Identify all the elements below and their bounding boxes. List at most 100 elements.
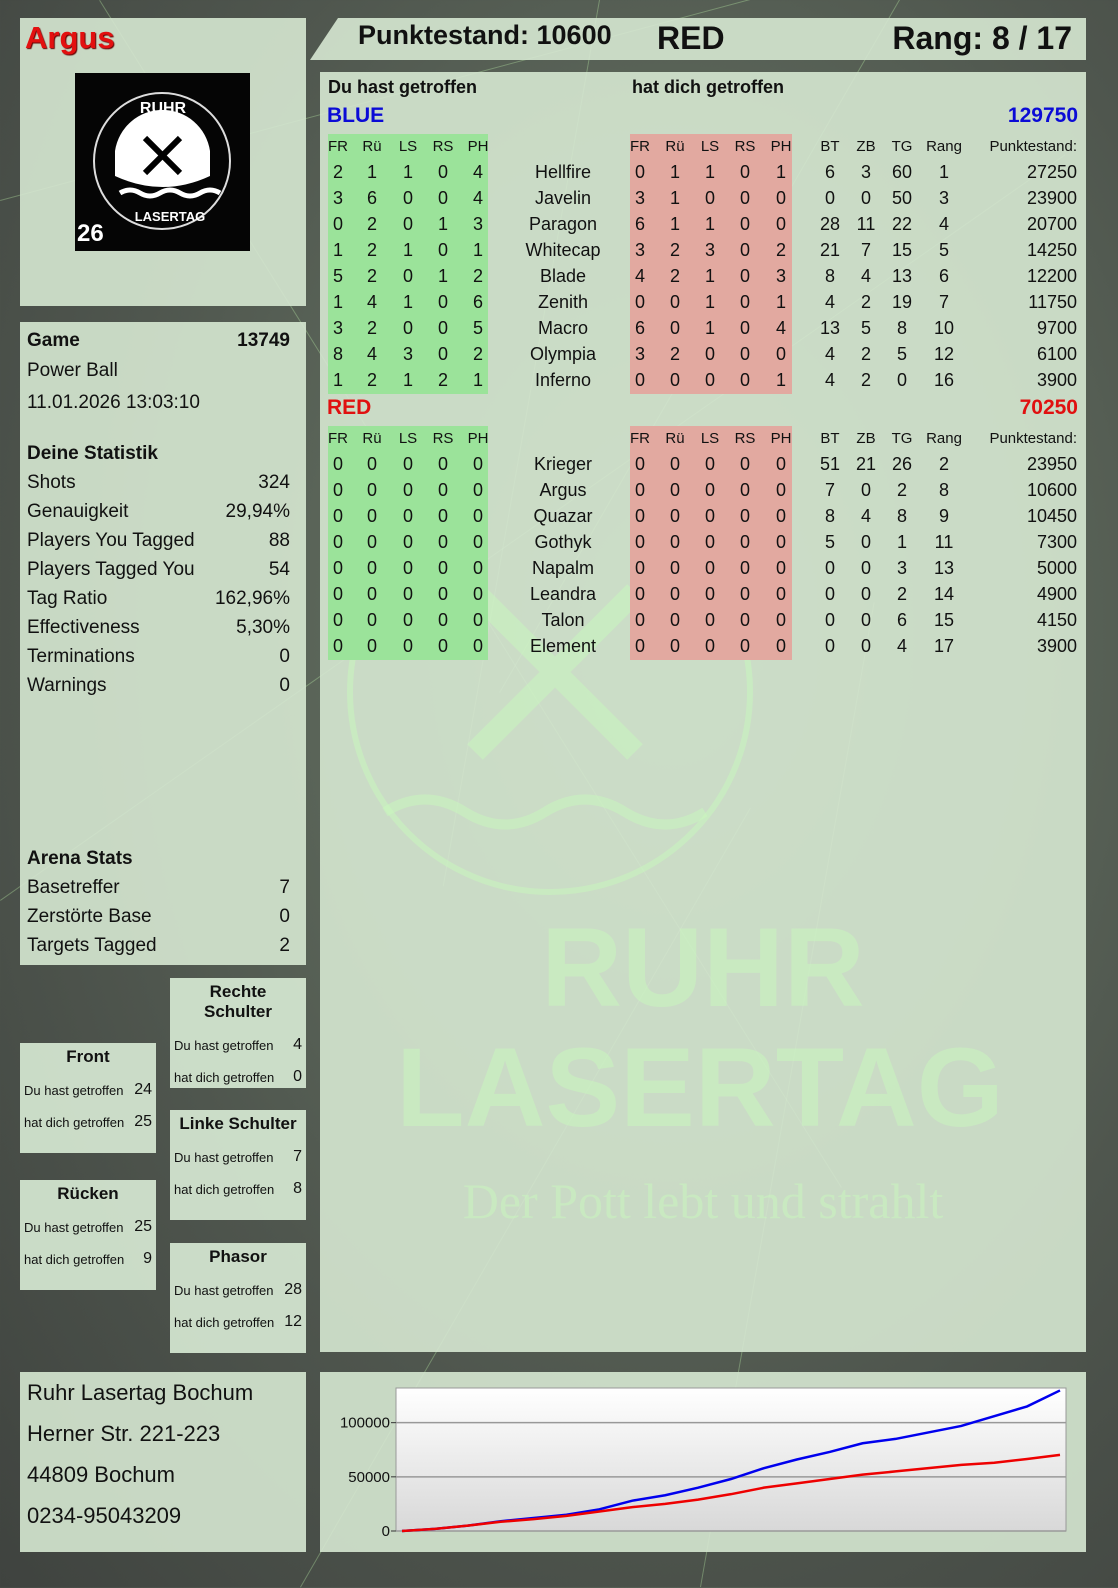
player-row: 0 0 0 0 0 Element 0 0 0 0 0 0 0 4 17 3900 <box>320 636 1086 660</box>
stat-cell: 0 <box>860 480 872 500</box>
stat-cell: 5 <box>938 240 950 260</box>
stat-cell: 0 <box>366 558 378 578</box>
column-header: ZB <box>856 430 876 447</box>
stat-cell: 0 <box>824 558 836 578</box>
stat-cell: 0 <box>775 480 787 500</box>
stat-cell: 26 <box>891 454 913 474</box>
player-row: 0 0 0 0 0 Quazar 0 0 0 0 0 8 4 8 9 10450 <box>320 506 1086 530</box>
stat-cell: 0 <box>437 506 449 526</box>
zone-hit-label: Du hast getroffen <box>174 1282 274 1298</box>
player-name: Napalm <box>531 558 595 578</box>
stat-cell: 0 <box>634 584 646 604</box>
column-header: ZB <box>856 138 876 155</box>
stat-cell: 0 <box>366 610 378 630</box>
stat-cell: 1 <box>896 532 908 552</box>
logo-bottom-text: LASERTAG <box>135 209 206 224</box>
stat-cell: 0 <box>402 506 414 526</box>
player-row: 0 0 0 0 0 Napalm 0 0 0 0 0 0 0 3 13 5000 <box>320 558 1086 582</box>
stat-cell: 13 <box>933 558 955 578</box>
column-header: BT <box>820 430 840 447</box>
stat-cell: 8 <box>938 480 950 500</box>
stat-cell: 0 <box>437 454 449 474</box>
hit-block <box>328 134 488 394</box>
stat-label: Terminations <box>27 645 135 667</box>
stat-cell: 0 <box>704 370 716 390</box>
stat-cell: 0 <box>669 532 681 552</box>
stat-cell: 0 <box>402 636 414 656</box>
player-row: 5 2 0 1 2 Blade 4 2 1 0 3 8 4 13 6 12200 <box>320 266 1086 290</box>
hit-zone-front: Front Du hast getroffen 24 hat dich getroff… <box>20 1043 156 1153</box>
stat-cell: 0 <box>704 188 716 208</box>
player-team: RED <box>657 20 725 56</box>
stat-row: Warnings 0 <box>27 671 290 700</box>
stat-label: Players Tagged You <box>27 558 195 580</box>
stat-cell: 3 <box>775 266 787 286</box>
stat-cell: 4150 <box>1036 610 1077 630</box>
zone-got-value: 9 <box>143 1250 152 1267</box>
stat-cell: 4 <box>860 506 872 526</box>
column-header: FR <box>328 430 348 447</box>
zone-got-label: hat dich getroffen <box>24 1251 125 1267</box>
stat-cell: 0 <box>332 480 344 500</box>
stat-cell: 0 <box>472 480 484 500</box>
stat-cell: 2 <box>366 214 378 234</box>
column-header: Rang <box>926 138 962 155</box>
zone-got-label: hat dich getroffen <box>174 1069 275 1085</box>
stat-cell: 21 <box>819 240 841 260</box>
arena-label: Targets Tagged <box>27 934 157 956</box>
stat-cell: 0 <box>775 506 787 526</box>
hit-zone-linke-schulter: Linke Schulter Du hast getroffen 7 hat dich… <box>170 1110 306 1220</box>
stat-cell: 0 <box>896 370 908 390</box>
hit-zone-phasor: Phasor Du hast getroffen 28 hat dich getrof… <box>170 1243 306 1353</box>
stat-cell: 28 <box>819 214 841 234</box>
stat-cell: 0 <box>775 584 787 604</box>
stat-cell: 14250 <box>1026 240 1077 260</box>
stat-cell: 0 <box>472 558 484 578</box>
stat-cell: 1 <box>402 162 414 182</box>
stat-value: 0 <box>279 645 290 667</box>
stat-cell: 0 <box>739 506 751 526</box>
stat-cell: 3 <box>332 188 344 208</box>
stat-cell: 9 <box>938 506 950 526</box>
stat-cell: 0 <box>669 558 681 578</box>
player-row: 1 2 1 2 1 Inferno 0 0 0 0 1 4 2 0 16 3900 <box>320 370 1086 394</box>
stat-cell: 0 <box>437 162 449 182</box>
stat-cell: 1 <box>669 162 681 182</box>
stat-cell: 3 <box>704 240 716 260</box>
stat-cell: 0 <box>860 188 872 208</box>
stat-cell: 0 <box>860 532 872 552</box>
header-bar: Punktestand: 10600 RED Rang: 8 / 17 <box>310 18 1086 60</box>
stat-cell: 5000 <box>1036 558 1077 578</box>
zone-got-value: 0 <box>293 1068 302 1085</box>
stat-row: Terminations 0 <box>27 642 290 671</box>
stat-cell: 0 <box>739 454 751 474</box>
stat-cell: 0 <box>704 610 716 630</box>
stat-label: Genauigkeit <box>27 500 129 522</box>
stat-cell: 4 <box>824 292 836 312</box>
zone-hit-label: Du hast getroffen <box>24 1082 124 1098</box>
scoreboard-panel: RUHR LASERTAG Der Pott lebt und strahlt … <box>320 72 1086 1352</box>
player-panel: Argus RUHR LASERTAG 26 <box>20 18 306 306</box>
stat-value: 54 <box>268 558 290 580</box>
stat-cell: 0 <box>634 454 646 474</box>
stat-cell: 0 <box>402 584 414 604</box>
stat-cell: 1 <box>775 162 787 182</box>
stat-cell: 0 <box>704 454 716 474</box>
stat-cell: 0 <box>860 584 872 604</box>
team-total: 129750 <box>1007 104 1078 127</box>
stat-cell: 5 <box>860 318 872 338</box>
player-name: Whitecap <box>525 240 601 260</box>
player-row: 0 0 0 0 0 Krieger 0 0 0 0 0 51 21 26 2 23950 <box>320 454 1086 478</box>
stat-cell: 0 <box>739 558 751 578</box>
stat-cell: 0 <box>704 558 716 578</box>
arena-value: 2 <box>279 934 290 956</box>
stat-cell: 0 <box>332 506 344 526</box>
zone-hit-value: 25 <box>134 1218 152 1235</box>
stat-cell: 0 <box>739 188 751 208</box>
player-name: Quazar <box>533 506 593 526</box>
score-chart: 0 50000 100000 <box>340 1387 1067 1540</box>
stat-cell: 0 <box>332 532 344 552</box>
stat-cell: 3 <box>634 344 646 364</box>
arena-row: Basetreffer 7 <box>27 873 290 902</box>
column-header: RS <box>734 430 756 447</box>
